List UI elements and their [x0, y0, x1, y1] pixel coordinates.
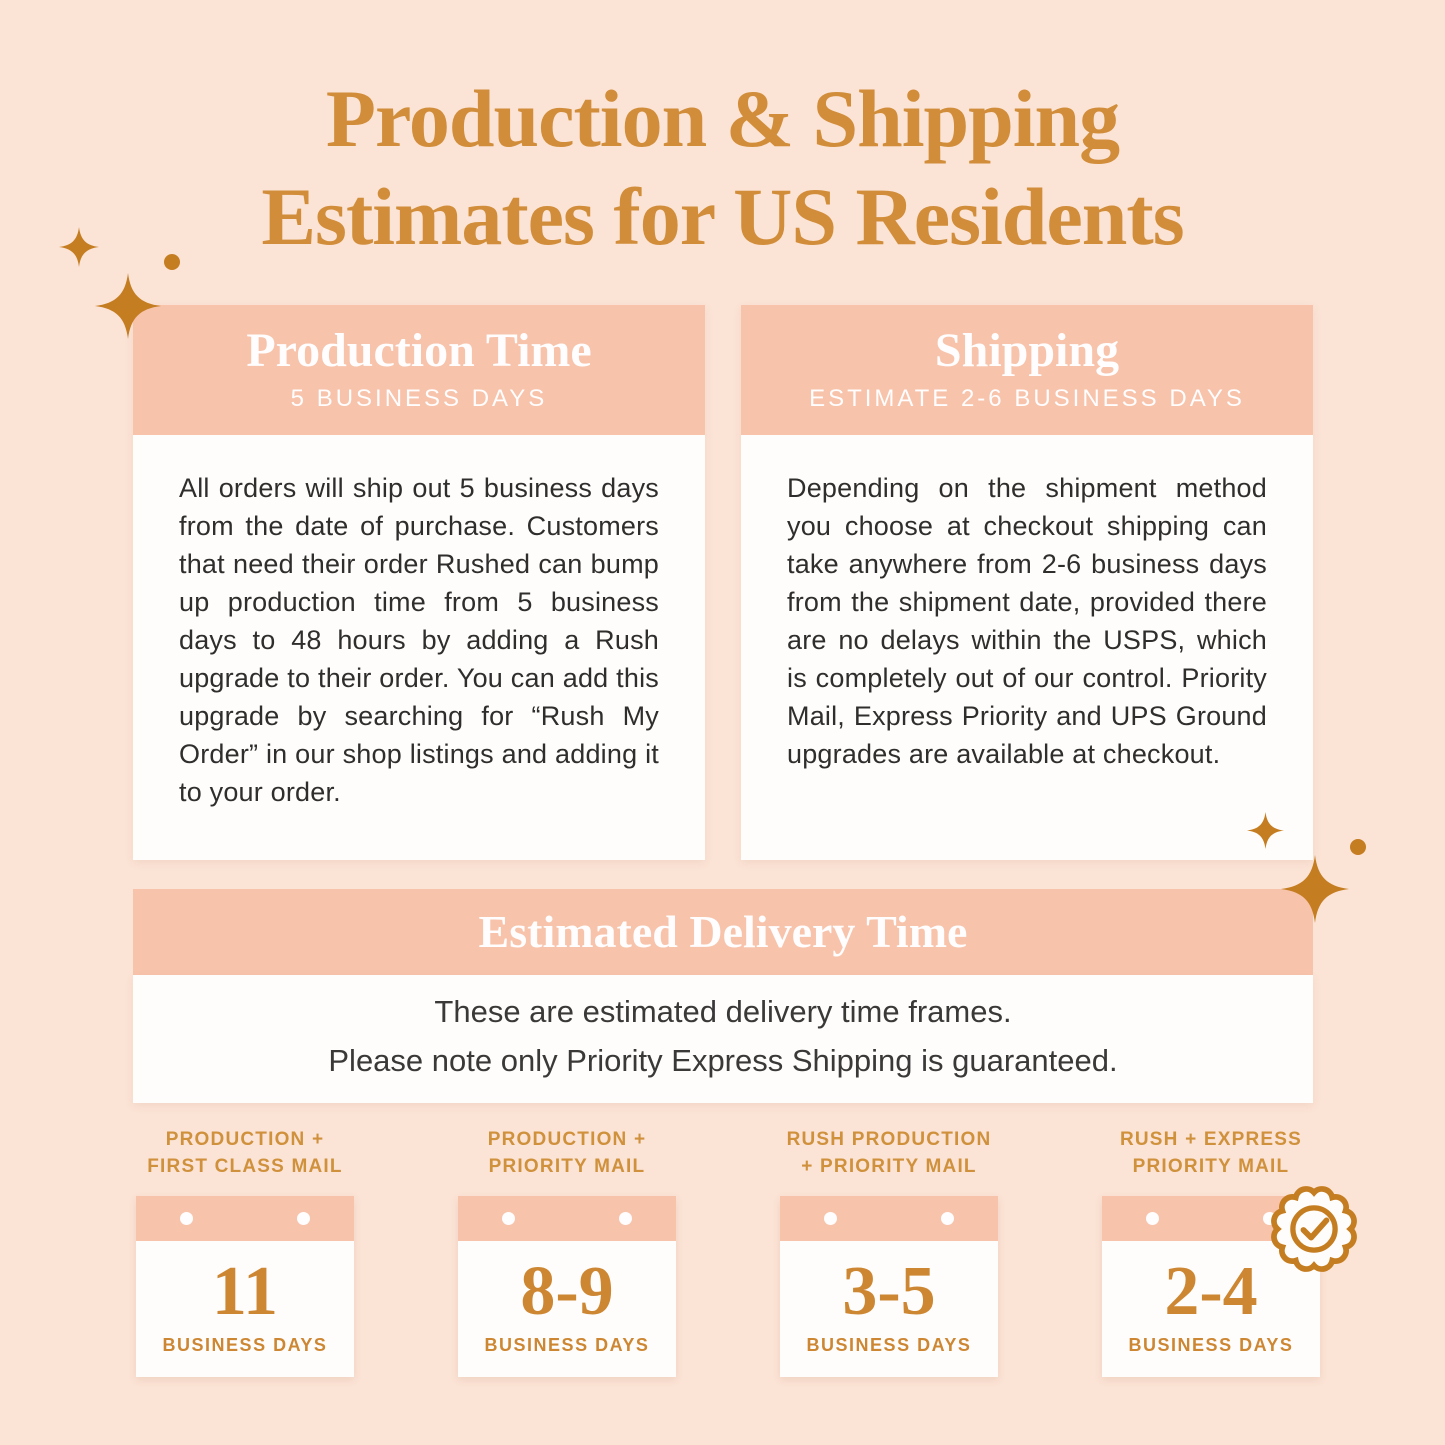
estimate-label-line2: + PRIORITY MAIL: [801, 1156, 977, 1177]
estimate-label-line2: PRIORITY MAIL: [488, 1156, 646, 1177]
page-title: Production & Shipping Estimates for US R…: [0, 70, 1445, 266]
estimated-delivery-header: Estimated Delivery Time: [133, 889, 1313, 975]
sparkle-icon: [95, 273, 161, 339]
estimate-label: RUSH PRODUCTION + PRIORITY MAIL: [759, 1126, 1019, 1180]
shipping-card-body: Depending on the shipment method you cho…: [787, 473, 1267, 769]
shipping-card-header: Shipping ESTIMATE 2-6 BUSINESS DAYS: [741, 305, 1313, 435]
page-title-line1: Production & Shipping: [325, 73, 1120, 164]
sparkle-icon: [1281, 855, 1349, 923]
estimate-label-line1: RUSH + EXPRESS: [1119, 1129, 1303, 1150]
calendar-ring-dot: [180, 1212, 193, 1225]
estimate-label: RUSH + EXPRESS PRIORITY MAIL: [1081, 1126, 1341, 1180]
production-card-title: Production Time: [246, 324, 592, 377]
estimate-label: PRODUCTION + FIRST CLASS MAIL: [115, 1126, 375, 1180]
estimate-days-value: 11: [211, 1253, 279, 1330]
estimated-delivery-line1: These are estimated delivery time frames…: [434, 994, 1012, 1029]
dot-icon: [164, 254, 180, 270]
check-badge-icon: [1271, 1186, 1357, 1272]
estimate-days-unit: BUSINESS DAYS: [484, 1335, 650, 1355]
estimate-column-priority: PRODUCTION + PRIORITY MAIL 8-9 BUSINESS …: [437, 1126, 697, 1377]
production-card-subtitle: 5 BUSINESS DAYS: [290, 385, 548, 412]
estimate-column-rush-express: RUSH + EXPRESS PRIORITY MAIL 2-4 BUSINES…: [1081, 1126, 1341, 1377]
dot-icon: [1350, 839, 1366, 855]
estimated-delivery-title: Estimated Delivery Time: [478, 906, 968, 957]
calendar-ring-dot: [297, 1212, 310, 1225]
calendar-header: [458, 1196, 676, 1241]
estimate-column-rush-priority: RUSH PRODUCTION + PRIORITY MAIL 3-5 BUSI…: [759, 1126, 1019, 1377]
calendar-icon: 8-9 BUSINESS DAYS: [458, 1196, 676, 1377]
shipping-card: Shipping ESTIMATE 2-6 BUSINESS DAYS Depe…: [741, 305, 1313, 860]
calendar-icon: 11 BUSINESS DAYS: [136, 1196, 354, 1377]
estimate-label-line1: RUSH PRODUCTION: [786, 1129, 992, 1150]
calendar-ring-dot: [502, 1212, 515, 1225]
estimated-delivery-body: These are estimated delivery time frames…: [133, 975, 1313, 1103]
calendar-ring-dot: [941, 1212, 954, 1225]
estimate-days-value: 3-5: [842, 1253, 936, 1330]
sparkle-icon: [59, 227, 99, 267]
estimate-days-unit: BUSINESS DAYS: [162, 1335, 328, 1355]
production-time-card: Production Time 5 BUSINESS DAYS All orde…: [133, 305, 705, 860]
estimated-delivery-line2: Please note only Priority Express Shippi…: [328, 1043, 1118, 1078]
calendar-ring-dot: [824, 1212, 837, 1225]
calendar-header: [780, 1196, 998, 1241]
production-card-body: All orders will ship out 5 business days…: [179, 473, 659, 807]
estimate-label-line2: PRIORITY MAIL: [1132, 1156, 1290, 1177]
page-title-line2: Estimates for US Residents: [261, 171, 1184, 262]
estimate-days-value: 2-4: [1164, 1253, 1258, 1330]
calendar-icon: 3-5 BUSINESS DAYS: [780, 1196, 998, 1377]
estimate-label: PRODUCTION + PRIORITY MAIL: [437, 1126, 697, 1180]
production-card-header: Production Time 5 BUSINESS DAYS: [133, 305, 705, 435]
estimate-days-unit: BUSINESS DAYS: [806, 1335, 972, 1355]
sparkle-icon: [1247, 812, 1284, 849]
calendar-ring-dot: [619, 1212, 632, 1225]
estimated-delivery-section: Estimated Delivery Time These are estima…: [133, 889, 1313, 1103]
estimate-label-line1: PRODUCTION +: [165, 1129, 325, 1150]
estimate-days-value: 8-9: [520, 1253, 614, 1330]
estimate-column-first-class: PRODUCTION + FIRST CLASS MAIL 11 BUSINES…: [115, 1126, 375, 1377]
calendar-header: [136, 1196, 354, 1241]
estimate-days-unit: BUSINESS DAYS: [1128, 1335, 1294, 1355]
estimate-label-line2: FIRST CLASS MAIL: [147, 1156, 343, 1177]
calendar-ring-dot: [1146, 1212, 1159, 1225]
estimate-label-line1: PRODUCTION +: [487, 1129, 647, 1150]
shipping-card-title: Shipping: [934, 324, 1120, 377]
shipping-card-subtitle: ESTIMATE 2-6 BUSINESS DAYS: [809, 385, 1245, 412]
